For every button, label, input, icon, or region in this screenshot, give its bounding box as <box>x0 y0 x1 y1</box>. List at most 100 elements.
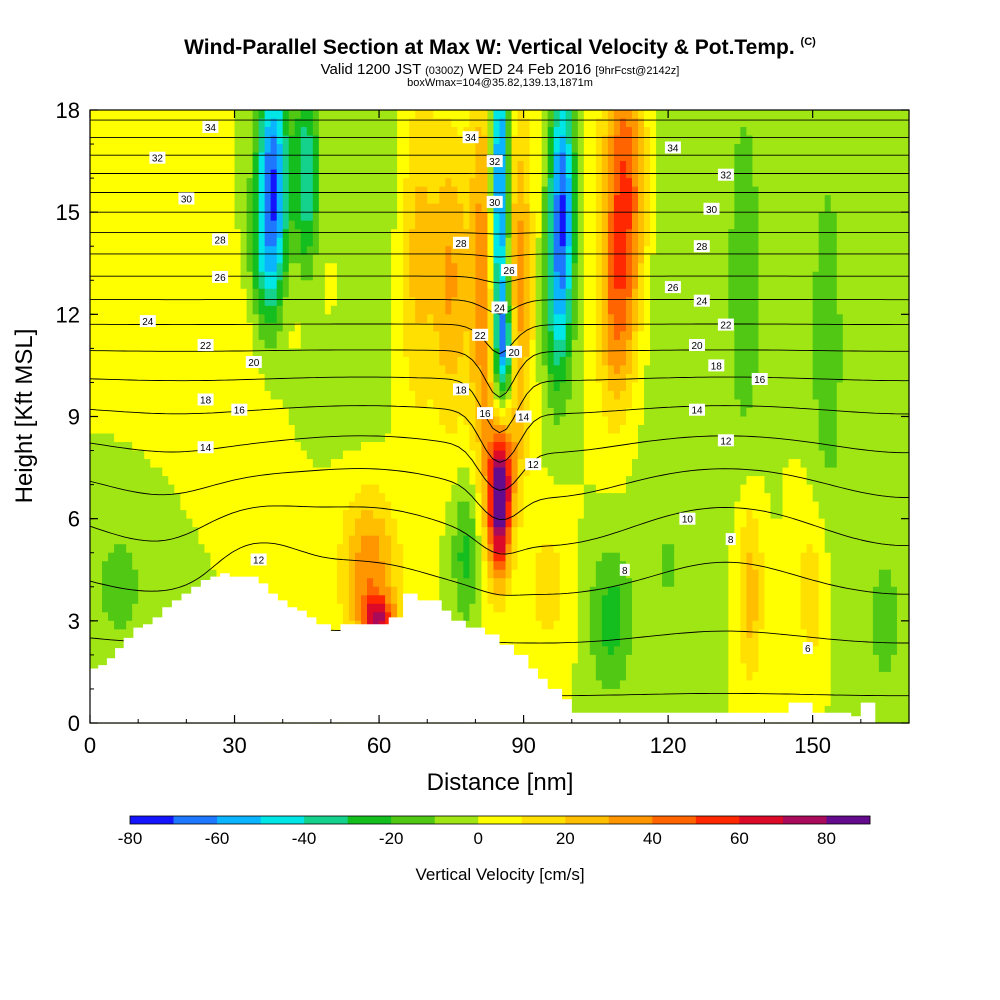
w-cell <box>150 161 157 171</box>
w-cell <box>463 297 470 307</box>
w-cell <box>625 195 633 205</box>
w-cell <box>204 365 212 375</box>
w-cell <box>788 169 796 179</box>
w-cell <box>360 203 368 213</box>
w-cell <box>872 263 880 273</box>
w-cell <box>511 144 519 154</box>
w-cell <box>234 322 242 332</box>
w-cell <box>126 110 133 120</box>
w-cell <box>312 263 320 273</box>
w-cell <box>409 263 416 273</box>
w-cell <box>330 246 338 256</box>
w-cell <box>824 339 832 349</box>
w-cell <box>535 339 543 349</box>
w-cell <box>601 254 609 264</box>
w-cell <box>902 161 910 171</box>
w-cell <box>336 246 344 256</box>
w-cell <box>493 127 501 137</box>
w-cell <box>493 203 501 213</box>
w-cell <box>878 399 886 409</box>
w-cell <box>583 110 591 120</box>
w-cell <box>156 382 163 392</box>
w-cell <box>800 144 808 154</box>
w-cell <box>120 110 127 120</box>
w-cell <box>354 229 362 239</box>
w-cell <box>457 127 464 137</box>
w-cell <box>577 144 585 154</box>
w-cell <box>463 348 470 358</box>
w-cell <box>192 152 199 162</box>
w-cell <box>403 297 410 307</box>
w-cell <box>854 339 862 349</box>
w-cell <box>505 356 513 367</box>
w-cell <box>391 195 398 205</box>
w-cell <box>475 399 483 409</box>
w-cell <box>168 390 175 401</box>
w-cell <box>812 152 820 162</box>
w-cell <box>788 212 796 222</box>
w-cell <box>613 246 621 256</box>
w-cell <box>595 144 603 154</box>
w-cell <box>192 186 199 196</box>
w-cell <box>656 297 663 307</box>
w-cell <box>619 365 627 375</box>
w-cell <box>427 407 434 418</box>
w-cell <box>782 169 790 179</box>
w-cell <box>336 365 344 375</box>
w-cell <box>523 110 531 120</box>
w-cell <box>138 178 145 188</box>
w-cell <box>668 237 675 247</box>
w-cell <box>535 178 543 188</box>
w-cell <box>192 263 199 273</box>
w-cell <box>132 348 139 358</box>
w-cell <box>884 161 892 171</box>
w-cell <box>662 246 669 256</box>
w-cell <box>336 373 344 384</box>
w-cell <box>547 246 555 256</box>
w-cell <box>499 212 507 222</box>
w-cell <box>90 416 97 426</box>
w-cell <box>866 178 874 188</box>
w-cell <box>120 373 127 384</box>
w-cell <box>866 161 874 171</box>
w-cell <box>776 110 784 120</box>
w-cell <box>577 110 585 120</box>
w-cell <box>806 127 814 137</box>
w-cell <box>734 254 741 264</box>
w-cell <box>782 203 790 213</box>
w-cell <box>180 110 187 120</box>
w-cell <box>836 407 844 418</box>
w-cell <box>252 152 260 162</box>
w-cell <box>90 246 97 256</box>
w-cell <box>860 127 868 137</box>
w-cell <box>481 390 489 401</box>
w-cell <box>336 161 344 171</box>
w-cell <box>776 365 784 375</box>
w-cell <box>800 331 808 341</box>
w-cell <box>836 339 844 349</box>
w-cell <box>680 356 687 367</box>
w-cell <box>740 195 747 205</box>
w-cell <box>222 161 230 171</box>
w-cell <box>475 178 483 188</box>
w-cell <box>902 399 910 409</box>
w-cell <box>282 288 290 298</box>
w-cell <box>204 110 212 120</box>
w-cell <box>174 348 181 358</box>
w-cell <box>788 305 796 315</box>
w-cell <box>150 186 157 196</box>
w-cell <box>469 407 477 418</box>
w-cell <box>902 169 910 179</box>
w-cell <box>758 288 766 298</box>
w-cell <box>794 314 802 324</box>
w-cell <box>336 118 344 128</box>
w-cell <box>427 390 434 401</box>
w-cell <box>463 263 470 273</box>
w-cell <box>668 195 675 205</box>
w-cell <box>866 263 874 273</box>
w-cell <box>698 178 705 188</box>
w-cell <box>770 382 778 392</box>
w-cell <box>824 229 832 239</box>
w-cell <box>698 288 705 298</box>
w-cell <box>758 365 766 375</box>
